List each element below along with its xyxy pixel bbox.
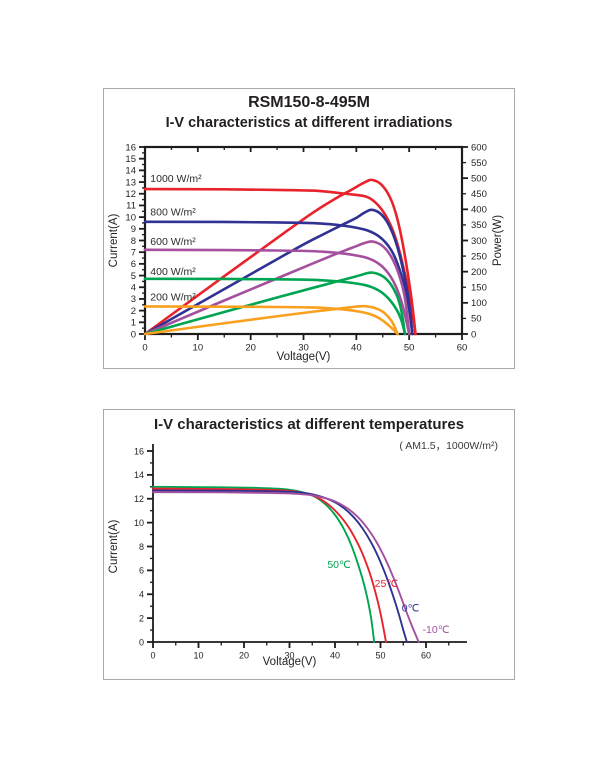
curve-iv-50C — [152, 485, 376, 643]
temperature-chart-title: I-V characteristics at different tempera… — [153, 416, 465, 433]
y-axis-title: Current(A) — [108, 519, 120, 573]
y-tick-label: 13 — [125, 177, 136, 188]
y-axis-title: Current(A) — [108, 213, 120, 267]
y-tick-label: 1 — [131, 318, 136, 329]
y-tick-label: 6 — [139, 566, 144, 576]
curve-iv-0C — [152, 489, 408, 643]
curve-iv-25C — [152, 487, 387, 643]
y-tick-label: 12 — [134, 494, 144, 504]
y-tick-label: 16 — [134, 446, 144, 456]
y2-tick-label: 50 — [471, 314, 482, 325]
annotation-800wm: 800 W/m² — [150, 206, 196, 218]
x-tick-label: 0 — [150, 651, 155, 661]
y2-tick-label: 550 — [471, 158, 487, 169]
curve-pv-200 — [143, 304, 399, 336]
curve-iv-400 — [143, 277, 407, 336]
y-tick-label: 10 — [125, 212, 136, 223]
irradiation-panel: RSM150-8-495M I-V characteristics at dif… — [103, 88, 515, 369]
curve-iv-200 — [143, 305, 399, 336]
y2-tick-label: 600 — [471, 142, 487, 153]
curve-pv-800 — [143, 208, 414, 336]
y-tick-label: 7 — [131, 247, 136, 258]
curve-pv-400 — [143, 271, 407, 336]
irradiation-chart-subtitle: I-V characteristics at different irradia… — [165, 115, 453, 131]
y-tick-label: 5 — [131, 271, 136, 282]
y-tick-label: 14 — [125, 166, 136, 177]
annotation-25: 25℃ — [375, 578, 399, 590]
y-tick-label: 3 — [131, 294, 136, 305]
y2-tick-label: 150 — [471, 283, 487, 294]
y-tick-label: 9 — [131, 224, 136, 235]
x-tick-label: 10 — [193, 651, 203, 661]
y-tick-label: 10 — [134, 518, 144, 528]
x-tick-label: 50 — [375, 651, 385, 661]
y-tick-label: 2 — [131, 306, 136, 317]
curve-iv-800 — [143, 220, 414, 336]
y-tick-label: 8 — [131, 236, 136, 247]
y-tick-label: 0 — [139, 637, 144, 647]
annotation-600wm: 600 W/m² — [150, 236, 196, 248]
temperature-chart-subtitle: ( AM1.5，1000W/m²) — [399, 440, 498, 452]
x-tick-label: 50 — [404, 343, 415, 354]
y-tick-label: 6 — [131, 259, 136, 270]
curve-iv-600 — [143, 248, 411, 336]
curve-iv-minus10C — [152, 491, 420, 643]
irradiation-chart: 0 10 20 30 40 50 60012345678910111213141516050… — [108, 142, 504, 363]
irradiation-chart-title: RSM150-8-495M — [248, 94, 370, 111]
y-tick-label: 11 — [126, 201, 136, 212]
y2-tick-label: 500 — [471, 173, 487, 184]
y2-tick-label: 350 — [471, 220, 487, 231]
x-axis-title: Voltage(V) — [277, 351, 331, 363]
x-tick-label: 40 — [351, 343, 362, 354]
y2-tick-label: 250 — [471, 251, 487, 262]
annotation-1000wm: 1000 W/m² — [150, 173, 202, 185]
annotation-400wm: 400 W/m² — [150, 266, 196, 278]
x-axis-title: Voltage(V) — [263, 656, 317, 668]
x-tick-label: 10 — [193, 343, 204, 354]
x-tick-label: 20 — [239, 651, 249, 661]
temperature-chart: 0 10 20 30 40 50 60 0 2 4 6 8 10 12 14 16 50℃ 25℃0℃-10℃ Cu… — [108, 444, 467, 668]
y-tick-label: 12 — [125, 189, 136, 200]
temperature-panel: I-V characteristics at different tempera… — [103, 409, 515, 680]
y-tick-label: 4 — [139, 590, 144, 600]
x-tick-label: 20 — [245, 343, 256, 354]
x-tick-label: 60 — [457, 343, 468, 354]
y2-tick-label: 400 — [471, 205, 487, 216]
curve-pv-600 — [143, 240, 411, 336]
y-tick-label: 2 — [139, 613, 144, 623]
y2-tick-label: 450 — [471, 189, 487, 200]
curve-pv-1000 — [143, 178, 417, 336]
y2-tick-label: 200 — [471, 267, 487, 278]
annotation--10: -10℃ — [423, 624, 450, 636]
x-tick-label: 30 — [298, 343, 309, 354]
y2-tick-label: 300 — [471, 236, 487, 247]
annotation-200wm: 200 W/m² — [150, 292, 196, 304]
y2-axis-title: Power(W) — [492, 215, 504, 266]
x-tick-label: 60 — [421, 651, 431, 661]
x-tick-label: 30 — [284, 651, 294, 661]
y-tick-label: 15 — [125, 154, 136, 165]
y-tick-label: 0 — [131, 329, 136, 340]
x-tick-label: 0 — [142, 343, 147, 354]
y-tick-label: 8 — [139, 542, 144, 552]
y2-tick-label: 0 — [471, 329, 476, 340]
y2-tick-label: 100 — [471, 298, 487, 309]
y-tick-label: 16 — [125, 142, 136, 153]
y-tick-label: 14 — [134, 470, 144, 480]
annotation-0: 0℃ — [402, 602, 420, 614]
x-tick-label: 40 — [330, 651, 340, 661]
annotation-50: 50℃ — [327, 559, 351, 571]
y-tick-label: 4 — [131, 283, 136, 294]
